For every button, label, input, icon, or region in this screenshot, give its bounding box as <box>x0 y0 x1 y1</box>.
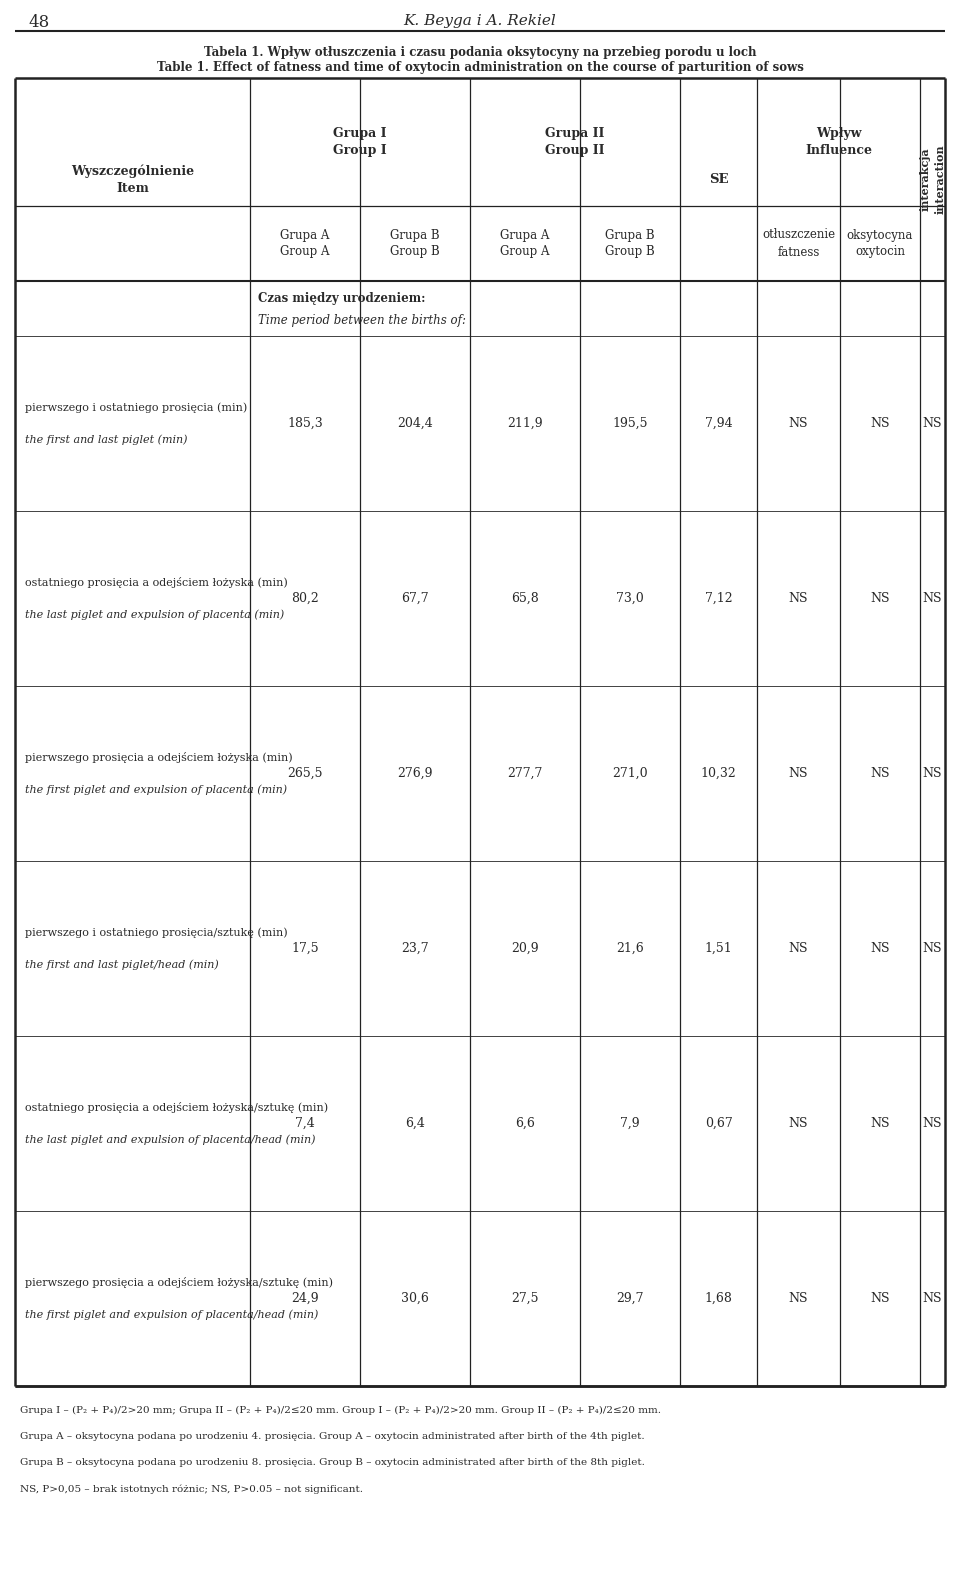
Text: NS: NS <box>789 942 808 955</box>
Text: Grupa I – (P₂ + P₄)/2>20 mm; Grupa II – (P₂ + P₄)/2≤20 mm. Group I – (P₂ + P₄)/2: Grupa I – (P₂ + P₄)/2>20 mm; Grupa II – … <box>20 1407 661 1415</box>
Text: 195,5: 195,5 <box>612 417 648 430</box>
Text: NS: NS <box>871 942 890 955</box>
Text: Grupa B
Group B: Grupa B Group B <box>605 228 655 259</box>
Text: 185,3: 185,3 <box>287 417 323 430</box>
Text: Time period between the births of:: Time period between the births of: <box>258 314 466 327</box>
Text: K. Beyga i A. Rekiel: K. Beyga i A. Rekiel <box>403 14 557 29</box>
Text: NS: NS <box>871 1293 890 1305</box>
Text: 21,6: 21,6 <box>616 942 644 955</box>
Text: pierwszego i ostatniego prosięcia/sztukę (min): pierwszego i ostatniego prosięcia/sztukę… <box>25 928 288 937</box>
Text: Grupa B – oksytocyna podana po urodzeniu 8. prosięcia. Group B – oxytocin admini: Grupa B – oksytocyna podana po urodzeniu… <box>20 1458 645 1467</box>
Text: interakcja
interaction: interakcja interaction <box>920 144 946 214</box>
Text: NS: NS <box>923 592 943 604</box>
Text: 30,6: 30,6 <box>401 1293 429 1305</box>
Text: 7,4: 7,4 <box>295 1117 315 1129</box>
Text: the first and last piglet (min): the first and last piglet (min) <box>25 435 187 444</box>
Text: ostatniego prosięcia a odejściem łożyska (min): ostatniego prosięcia a odejściem łożyska… <box>25 577 288 588</box>
Text: the last piglet and expulsion of placenta (min): the last piglet and expulsion of placent… <box>25 609 284 620</box>
Text: 7,12: 7,12 <box>705 592 732 604</box>
Text: Grupa II
Group II: Grupa II Group II <box>545 127 605 157</box>
Text: Grupa A – oksytocyna podana po urodzeniu 4. prosięcia. Group A – oxytocin admini: Grupa A – oksytocyna podana po urodzeniu… <box>20 1432 644 1442</box>
Text: otłuszczenie
fatness: otłuszczenie fatness <box>762 228 835 259</box>
Text: 7,9: 7,9 <box>620 1117 639 1129</box>
Text: NS: NS <box>789 768 808 780</box>
Text: 23,7: 23,7 <box>401 942 429 955</box>
Text: Grupa A
Group A: Grupa A Group A <box>500 228 550 259</box>
Text: 27,5: 27,5 <box>512 1293 539 1305</box>
Text: 20,9: 20,9 <box>511 942 539 955</box>
Text: Wpływ
Influence: Wpływ Influence <box>805 127 872 157</box>
Text: the first piglet and expulsion of placenta/head (min): the first piglet and expulsion of placen… <box>25 1308 319 1320</box>
Text: NS: NS <box>789 417 808 430</box>
Text: Table 1. Effect of fatness and time of oxytocin administration on the course of : Table 1. Effect of fatness and time of o… <box>156 60 804 75</box>
Text: NS: NS <box>923 1293 943 1305</box>
Text: 1,68: 1,68 <box>705 1293 732 1305</box>
Text: 211,9: 211,9 <box>507 417 542 430</box>
Text: NS, P>0,05 – brak istotnych różnic; NS, P>0.05 – not significant.: NS, P>0,05 – brak istotnych różnic; NS, … <box>20 1484 363 1494</box>
Text: pierwszego prosięcia a odejściem łożyska (min): pierwszego prosięcia a odejściem łożyska… <box>25 752 293 763</box>
Text: Tabela 1. Wpływ otłuszczenia i czasu podania oksytocyny na przebieg porodu u loc: Tabela 1. Wpływ otłuszczenia i czasu pod… <box>204 46 756 59</box>
Text: pierwszego i ostatniego prosięcia (min): pierwszego i ostatniego prosięcia (min) <box>25 403 248 412</box>
Text: Grupa B
Group B: Grupa B Group B <box>390 228 440 259</box>
Text: NS: NS <box>789 1293 808 1305</box>
Text: Wyszczególnienie
Item: Wyszczególnienie Item <box>71 165 194 195</box>
Text: NS: NS <box>923 942 943 955</box>
Text: 48: 48 <box>28 14 49 32</box>
Text: 271,0: 271,0 <box>612 768 648 780</box>
Text: 276,9: 276,9 <box>397 768 433 780</box>
Text: pierwszego prosięcia a odejściem łożyska/sztukę (min): pierwszego prosięcia a odejściem łożyska… <box>25 1277 333 1288</box>
Text: ostatniego prosięcia a odejściem łożyska/sztukę (min): ostatniego prosięcia a odejściem łożyska… <box>25 1102 328 1113</box>
Text: 17,5: 17,5 <box>291 942 319 955</box>
Text: NS: NS <box>923 768 943 780</box>
Text: Grupa A
Group A: Grupa A Group A <box>280 228 329 259</box>
Text: 1,51: 1,51 <box>705 942 732 955</box>
Text: NS: NS <box>871 592 890 604</box>
Text: 10,32: 10,32 <box>701 768 736 780</box>
Text: SE: SE <box>708 173 729 186</box>
Text: 6,4: 6,4 <box>405 1117 425 1129</box>
Text: NS: NS <box>871 768 890 780</box>
Text: the first piglet and expulsion of placenta (min): the first piglet and expulsion of placen… <box>25 783 287 795</box>
Text: 24,9: 24,9 <box>291 1293 319 1305</box>
Text: 6,6: 6,6 <box>516 1117 535 1129</box>
Text: 65,8: 65,8 <box>511 592 539 604</box>
Text: NS: NS <box>923 417 943 430</box>
Text: 7,94: 7,94 <box>705 417 732 430</box>
Text: 265,5: 265,5 <box>287 768 323 780</box>
Text: 0,67: 0,67 <box>705 1117 732 1129</box>
Text: NS: NS <box>923 1117 943 1129</box>
Text: 73,0: 73,0 <box>616 592 644 604</box>
Text: Grupa I
Group I: Grupa I Group I <box>333 127 387 157</box>
Text: NS: NS <box>871 1117 890 1129</box>
Text: the first and last piglet/head (min): the first and last piglet/head (min) <box>25 960 219 969</box>
Text: 277,7: 277,7 <box>507 768 542 780</box>
Text: Czas między urodzeniem:: Czas między urodzeniem: <box>258 292 425 305</box>
Text: the last piglet and expulsion of placenta/head (min): the last piglet and expulsion of placent… <box>25 1134 316 1145</box>
Text: 67,7: 67,7 <box>401 592 429 604</box>
Text: oksytocyna
oxytocin: oksytocyna oxytocin <box>847 228 913 259</box>
Text: NS: NS <box>789 1117 808 1129</box>
Text: 204,4: 204,4 <box>397 417 433 430</box>
Text: 80,2: 80,2 <box>291 592 319 604</box>
Text: NS: NS <box>871 417 890 430</box>
Text: 29,7: 29,7 <box>616 1293 644 1305</box>
Text: NS: NS <box>789 592 808 604</box>
